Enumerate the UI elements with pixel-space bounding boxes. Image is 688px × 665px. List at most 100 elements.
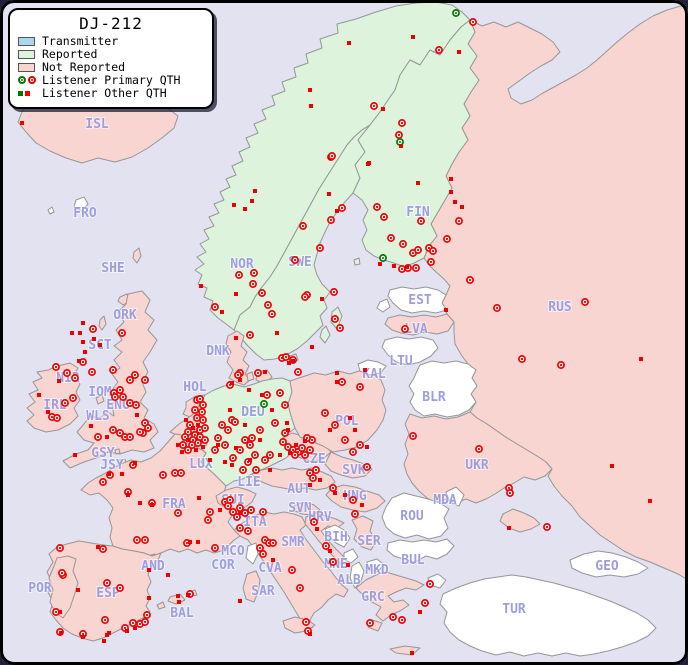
listener-other-marker: [418, 610, 422, 614]
listener-other-marker: [234, 336, 238, 340]
listener-other-marker: [399, 144, 403, 148]
country-label-kal: KAL: [362, 367, 386, 382]
listener-primary-marker: [252, 466, 260, 474]
listener-other-marker: [238, 511, 242, 515]
listener-other-marker: [196, 423, 200, 427]
listener-primary-marker: [214, 434, 222, 442]
listener-primary-marker: [236, 504, 244, 512]
country-label-ser: SER: [357, 534, 381, 549]
listener-primary-marker: [254, 369, 262, 377]
country-label-pol: POL: [335, 414, 359, 429]
listener-other-marker: [346, 563, 350, 567]
listener-primary-marker: [581, 298, 589, 306]
listener-other-marker: [366, 162, 370, 166]
listener-primary-marker: [247, 506, 255, 514]
listener-primary-marker: [331, 315, 339, 323]
country-label-fro: FRO: [73, 206, 97, 221]
listener-other-marker: [405, 265, 409, 269]
listener-primary-marker: [294, 368, 302, 376]
country-label-alb: ALB: [337, 573, 361, 588]
listener-other-marker: [381, 107, 385, 111]
listener-other-marker: [232, 203, 236, 207]
country-label-rou: ROU: [400, 509, 424, 524]
listener-primary-marker: [306, 446, 314, 454]
listener-other-marker: [191, 426, 195, 430]
listener-primary-marker: [356, 383, 364, 391]
country-lithuania: [381, 336, 439, 366]
listener-primary-marker: [321, 409, 329, 417]
listener-other-marker: [648, 499, 652, 503]
listener-primary-marker: [302, 618, 310, 626]
listener-primary-marker: [119, 393, 127, 401]
listener-primary-marker: [266, 451, 274, 459]
listener-primary-marker: [288, 566, 296, 574]
country-label-jsy: JSY: [100, 458, 124, 473]
listener-other-marker: [188, 540, 192, 544]
country-label-mkd: MKD: [365, 563, 389, 578]
listener-other-marker: [285, 421, 289, 425]
listener-other-marker: [444, 308, 448, 312]
listener-other-marker: [365, 445, 369, 449]
listener-other-marker: [291, 359, 295, 363]
listener-other-marker: [228, 408, 232, 412]
other-qth-green-icon: [18, 90, 23, 96]
listener-primary-marker: [389, 613, 397, 621]
listener-other-marker: [77, 359, 81, 363]
listener-primary-marker: [246, 441, 254, 449]
country-albania: [349, 561, 365, 589]
listener-other-marker: [457, 50, 461, 54]
listener-primary-marker: [469, 18, 477, 26]
listener-other-marker: [271, 558, 275, 562]
listener-primary-marker: [291, 256, 299, 264]
listener-other-marker: [238, 378, 242, 382]
listener-other-marker: [125, 629, 129, 633]
listener-other-marker: [234, 292, 238, 296]
listener-other-marker: [186, 593, 190, 597]
listener-other-marker: [308, 483, 312, 487]
listener-primary-marker: [312, 466, 320, 474]
listener-primary-marker: [233, 513, 241, 521]
listener-other-marker: [294, 443, 298, 447]
listener-other-marker: [107, 472, 111, 476]
listener-primary-marker-green: [260, 400, 268, 408]
listener-other-marker: [328, 549, 332, 553]
listener-primary-marker: [271, 419, 279, 427]
listener-primary-marker: [298, 444, 306, 452]
listener-primary-marker: [279, 438, 287, 446]
listener-other-marker: [416, 181, 420, 185]
country-romania: [381, 492, 450, 540]
listener-primary-marker: [246, 331, 254, 339]
listener-primary-marker: [236, 524, 244, 532]
listener-primary-marker: [248, 434, 256, 442]
listener-other-marker: [70, 331, 74, 335]
listener-other-marker: [453, 200, 457, 204]
listener-primary-marker: [414, 246, 422, 254]
listener-other-marker: [363, 368, 367, 372]
listener-other-marker: [410, 651, 414, 655]
listener-primary-marker: [231, 418, 239, 426]
listener-primary-marker: [196, 395, 204, 403]
country-ireland: [26, 362, 81, 433]
country-label-hol: HOL: [183, 380, 207, 395]
listener-primary-marker: [329, 484, 337, 492]
listener-primary-marker: [126, 433, 134, 441]
listener-primary-marker: [229, 454, 237, 462]
listener-primary-marker-green: [379, 254, 387, 262]
listener-primary-marker: [133, 536, 141, 544]
listener-primary-marker: [241, 436, 249, 444]
listener-primary-marker: [52, 363, 60, 371]
island-corsica: [245, 542, 259, 565]
country-label-and: AND: [141, 559, 165, 574]
listener-primary-marker: [310, 518, 318, 526]
listener-primary-marker: [201, 436, 209, 444]
listener-other-marker: [268, 468, 272, 472]
listener-other-marker: [248, 458, 252, 462]
listener-other-marker: [180, 450, 184, 454]
listener-primary-marker: [211, 303, 219, 311]
listener-other-marker: [120, 472, 124, 476]
listener-primary-marker: [557, 361, 565, 369]
listener-primary-marker: [493, 304, 501, 312]
listener-other-marker: [247, 388, 251, 392]
listener-other-marker: [333, 491, 337, 495]
